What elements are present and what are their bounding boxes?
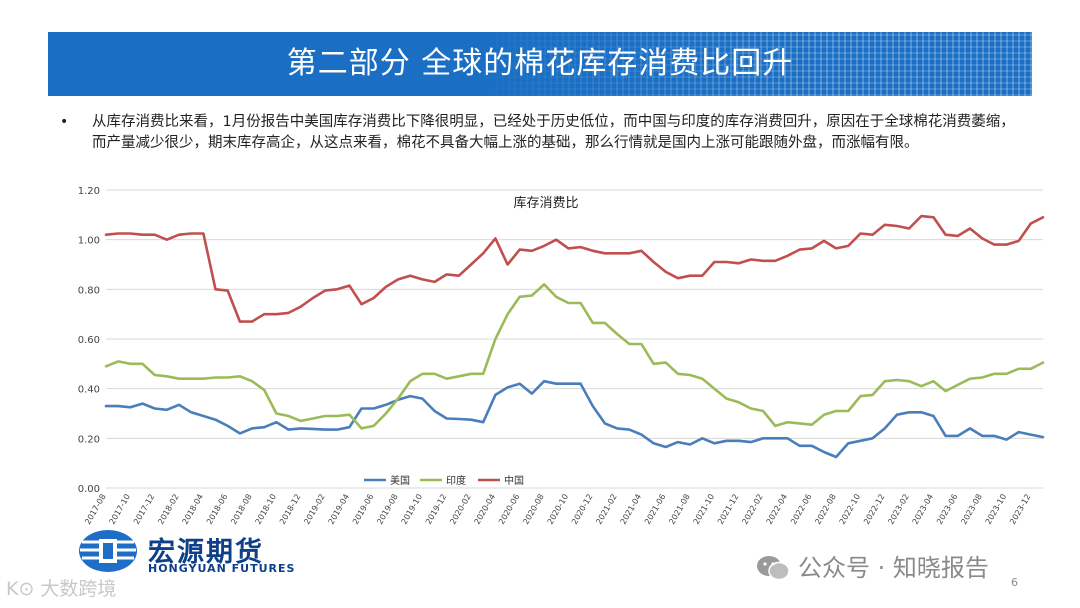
logo-name-en: HONGYUAN FUTURES [148, 562, 296, 575]
y-tick-label: 0.00 [78, 484, 100, 495]
x-tick-label: 2020-04 [473, 493, 498, 526]
x-tick-label: 2020-06 [497, 493, 522, 526]
x-tick-label: 2018-06 [205, 493, 230, 526]
page-number: 6 [1011, 576, 1018, 589]
watermark-left: K⊙ 大数跨境 [6, 578, 117, 600]
x-tick-label: 2021-04 [619, 493, 644, 526]
x-tick-label: 2023-06 [935, 493, 960, 526]
x-tick-label: 2020-12 [570, 493, 595, 526]
x-tick-label: 2023-12 [1008, 493, 1033, 526]
y-tick-label: 1.00 [78, 236, 100, 247]
x-tick-label: 2021-06 [643, 493, 668, 526]
legend-label: 美国 [390, 474, 410, 487]
title-banner: 第二部分 全球的棉花库存消费比回升 [48, 32, 1032, 96]
x-tick-label: 2022-08 [813, 493, 838, 526]
page-title: 第二部分 全球的棉花库存消费比回升 [286, 46, 794, 81]
x-tick-label: 2020-08 [521, 493, 546, 526]
x-tick-label: 2019-06 [351, 493, 376, 526]
x-tick-label: 2021-02 [594, 493, 619, 526]
x-tick-label: 2023-04 [911, 493, 936, 526]
x-tick-label: 2019-04 [327, 493, 352, 526]
series-line-中国 [104, 214, 1045, 323]
y-tick-label: 0.20 [78, 434, 100, 445]
summary-paragraph: 从库存消费比来看，1月份报告中美国库存消费比下降很明显，已经处于历史低位，而中国… [92, 114, 1015, 151]
x-tick-label: 2019-02 [302, 493, 327, 526]
x-tick-label: 2023-10 [984, 493, 1009, 526]
watermark-right-text: 公众号 · 知晓报告 [798, 554, 989, 582]
x-tick-label: 2018-10 [254, 493, 279, 526]
x-tick-label: 2017-08 [83, 493, 108, 526]
x-tick-label: 2023-08 [959, 493, 984, 526]
x-tick-label: 2018-12 [278, 493, 303, 526]
x-tick-label: 2022-10 [838, 493, 863, 526]
x-tick-label: 2019-12 [424, 493, 449, 526]
x-tick-label: 2021-12 [716, 493, 741, 526]
legend-label: 印度 [446, 474, 466, 487]
x-tick-label: 2017-10 [108, 493, 133, 526]
x-tick-label: 2021-10 [692, 493, 717, 526]
y-tick-label: 0.80 [78, 285, 100, 296]
watermark-right: 公众号 · 知晓报告 [756, 548, 989, 583]
x-tick-label: 2019-08 [375, 493, 400, 526]
y-tick-label: 0.60 [78, 335, 100, 346]
x-tick-label: 2022-02 [740, 493, 765, 526]
x-tick-label: 2018-02 [156, 493, 181, 526]
y-tick-label: 1.20 [78, 186, 100, 197]
series-line-美国 [104, 379, 1045, 459]
x-tick-label: 2023-02 [886, 493, 911, 526]
x-tick-label: 2020-10 [546, 493, 571, 526]
x-tick-label: 2021-08 [667, 493, 692, 526]
y-tick-label: 0.40 [78, 385, 100, 396]
x-tick-label: 2022-04 [765, 493, 790, 526]
x-tick-label: 2019-10 [400, 493, 425, 526]
series-line-印度 [104, 283, 1045, 430]
x-tick-label: 2022-12 [862, 493, 887, 526]
banner-grid-decoration [472, 32, 1032, 96]
legend-label: 中国 [504, 474, 524, 487]
bullet-marker: • [60, 114, 69, 130]
x-tick-label: 2017-12 [132, 493, 157, 526]
hongyuan-logo-icon [79, 530, 137, 572]
x-tick-label: 2018-08 [229, 493, 254, 526]
stock-consumption-ratio-chart: 库存消费比 0.00 0.20 0.40 0.60 0.80 1.00 1.20 2017-08… [78, 186, 1045, 526]
x-tick-label: 2018-04 [181, 493, 206, 526]
x-tick-label: 2022-06 [789, 493, 814, 526]
logo-name-cn: 宏源期货 [148, 537, 264, 568]
wechat-icon [757, 556, 790, 581]
x-tick-label: 2020-02 [448, 493, 473, 526]
chart-title: 库存消费比 [513, 195, 578, 211]
